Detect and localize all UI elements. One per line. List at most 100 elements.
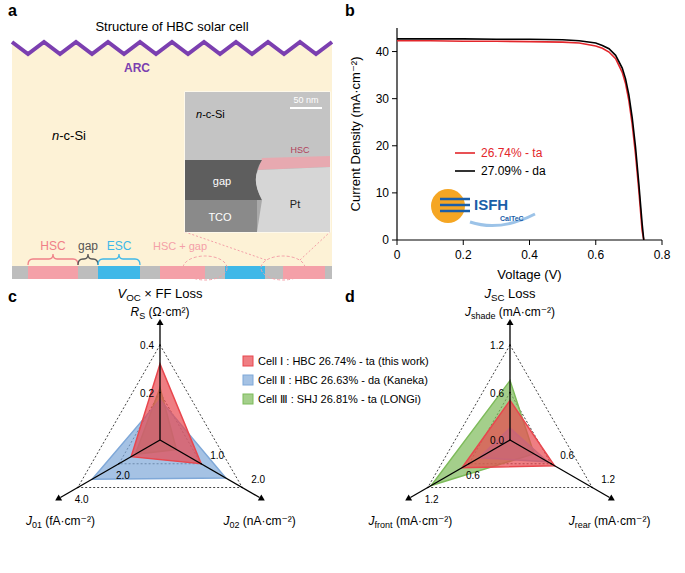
axis-arrowhead <box>507 319 514 325</box>
y-axis-title: Current Density (mA·cm⁻²) <box>348 57 363 212</box>
radar-tick <box>200 463 202 465</box>
brace <box>28 254 78 265</box>
y-tick <box>392 51 397 52</box>
x-tick <box>529 240 530 245</box>
radar-tick-label: 0.6 <box>490 388 504 399</box>
radar-axis <box>160 440 260 498</box>
radar-title-tail: Loss <box>504 286 536 301</box>
radar-axis <box>510 440 610 498</box>
panel-label: c <box>8 288 17 305</box>
radar-axis-label-tail: (mA·cm⁻²) <box>591 514 651 528</box>
scale-bar <box>290 107 322 109</box>
radar-tick-label: 1.2 <box>601 474 615 485</box>
axis-arrowhead <box>258 494 265 500</box>
radar-chart: cVOC × FF Loss0.20.4RS (Ω·cm²)2.04.0J01 … <box>8 286 429 530</box>
radar-axis-label-tail: (nA·cm⁻²) <box>239 514 295 528</box>
radar-axis-label-main: R <box>131 305 140 319</box>
radar-axis <box>60 440 160 498</box>
radar-axis-label: RS (Ω·cm²) <box>131 305 190 321</box>
radar-title-tail: × FF Loss <box>141 286 203 301</box>
panel-label: d <box>345 288 355 305</box>
y-axis <box>396 28 397 240</box>
radar-title-sub: OC <box>126 292 141 303</box>
radar-title: JSC Loss <box>483 286 536 303</box>
radar-axis-label: J02 (nA·cm⁻²) <box>222 514 295 530</box>
structure-diagram: aStructure of HBC solar cellARCn-c-SiHSC… <box>8 2 332 280</box>
y-tick <box>392 240 397 241</box>
contact-segment <box>325 266 332 279</box>
highlight-ellipse <box>261 256 305 280</box>
radar-tick-label: 1.2 <box>425 494 439 505</box>
axis-arrowhead <box>405 494 412 500</box>
legend-label: 27.09% - da <box>481 164 546 178</box>
radar-axis <box>159 325 160 440</box>
radar-series <box>92 364 226 479</box>
y-tick-label: 10 <box>376 186 390 200</box>
jv-chart: b00.20.40.60.8010203040Voltage (V)Curren… <box>345 2 671 282</box>
radar-axis-label-tail: (mA·cm⁻²) <box>495 305 555 319</box>
radar-axis-label-sub: rear <box>575 520 591 530</box>
scale-bar-label: 50 nm <box>293 95 318 105</box>
x-tick-label: 0.4 <box>521 248 538 262</box>
contact-segment <box>225 266 265 279</box>
inset-hsc-label: HSC <box>290 145 310 155</box>
logo-stripe <box>440 204 470 207</box>
legend-swatch <box>243 375 253 385</box>
contact-segment <box>98 266 140 279</box>
radar-series <box>431 381 554 486</box>
substrate <box>12 42 332 268</box>
radar-axis-label: Jrear (mA·cm⁻²) <box>568 514 651 530</box>
legend-line <box>455 152 475 154</box>
sem-inset: 50 nmn-c-SiHSCgapTCOPt <box>185 92 330 232</box>
esc-label: ESC <box>107 239 132 253</box>
radar-axis-label: Jfront (mA·cm⁻²) <box>368 514 453 530</box>
diagram-title: Structure of HBC solar cell <box>95 19 248 34</box>
jv-line <box>397 41 644 240</box>
logo-stripe <box>440 210 470 213</box>
legend-swatch <box>243 394 253 404</box>
radar-tick <box>118 463 120 465</box>
x-tick <box>463 240 464 245</box>
logo-stripe <box>440 198 470 201</box>
axis-arrowhead <box>608 494 615 500</box>
radar-tick <box>550 463 552 465</box>
radar-tick-label: 2.0 <box>116 470 130 481</box>
y-tick <box>392 145 397 146</box>
jv-line <box>397 39 644 240</box>
y-tick <box>392 98 397 99</box>
x-tick-label: 0 <box>394 248 401 262</box>
radar-axis-label-sub: 02 <box>229 520 239 530</box>
inset-tco-label: TCO <box>208 211 232 223</box>
isfh-logo: ISFHCalTeC <box>431 189 535 226</box>
zoom-line <box>185 232 266 260</box>
zoom-line <box>300 232 330 260</box>
radar-tick-label: 1.2 <box>490 340 504 351</box>
legend-line <box>455 170 475 172</box>
inset-silicon <box>185 92 330 160</box>
radar-tick <box>159 392 161 394</box>
panel-label: b <box>345 2 355 19</box>
y-tick <box>392 192 397 193</box>
radar-polygon <box>131 364 201 464</box>
inset-substrate-label-rest: -c-Si <box>202 108 225 120</box>
legend-label: Cell Ⅱ : HBC 26.63% - da (Kaneka) <box>258 374 428 386</box>
radar-tick <box>509 392 511 394</box>
x-tick-label: 0.8 <box>654 248 671 262</box>
arc-layer <box>12 42 332 54</box>
y-tick-label: 0 <box>382 233 389 247</box>
radar-chart: dJSC Loss0.00.61.2Jshade (mA·cm⁻²)0.61.2… <box>345 286 650 530</box>
highlight-ellipse <box>183 256 227 280</box>
legend-label: Cell Ⅲ : SHJ 26.81% - ta (LONGi) <box>258 393 421 405</box>
radar-axis-label-tail: (fA·cm⁻²) <box>42 514 95 528</box>
inset-pt-label: Pt <box>290 198 300 210</box>
inset-pt <box>256 167 330 232</box>
logo-subtext: CalTeC <box>500 215 524 222</box>
inset-gap <box>185 160 262 200</box>
radar-tick <box>509 344 511 346</box>
axis-arrowhead <box>157 319 164 325</box>
radar-title: VOC × FF Loss <box>117 286 203 303</box>
x-tick <box>397 240 398 245</box>
gap-label: gap <box>78 239 98 253</box>
radar-tick-label: 0.6 <box>466 470 480 481</box>
x-tick-label: 0.2 <box>455 248 472 262</box>
